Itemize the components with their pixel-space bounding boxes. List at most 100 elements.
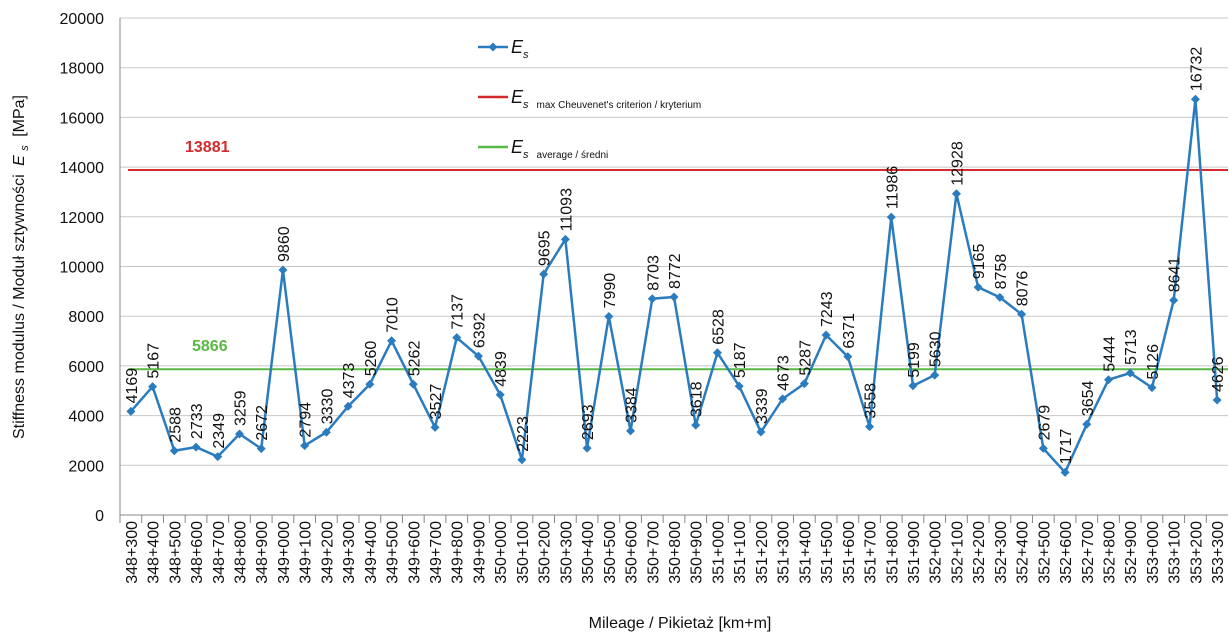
y-tick-label: 10000 bbox=[60, 260, 105, 277]
x-tick-label: 349+200 bbox=[319, 521, 336, 584]
y-tick-label: 20000 bbox=[60, 11, 105, 28]
data-point bbox=[712, 348, 722, 358]
data-point bbox=[1147, 383, 1157, 393]
x-tick-label: 352+700 bbox=[1080, 521, 1097, 584]
data-point bbox=[126, 406, 136, 416]
data-point bbox=[1125, 368, 1135, 378]
data-label: 3527 bbox=[428, 384, 445, 420]
x-tick-label: 349+100 bbox=[298, 521, 315, 584]
data-point bbox=[213, 452, 223, 462]
data-point bbox=[452, 333, 462, 343]
x-tick-label: 351+100 bbox=[732, 521, 749, 584]
data-label: 3384 bbox=[624, 387, 641, 423]
data-point bbox=[1038, 443, 1048, 453]
x-tick-label: 352+500 bbox=[1036, 521, 1053, 584]
y-tick-label: 6000 bbox=[68, 359, 104, 376]
data-point bbox=[234, 429, 244, 439]
x-tick-label: 352+200 bbox=[971, 521, 988, 584]
data-label: 6528 bbox=[710, 309, 727, 345]
data-label: 3259 bbox=[232, 390, 249, 426]
legend-label: Es average / średni bbox=[511, 137, 608, 161]
data-point bbox=[930, 370, 940, 380]
data-point bbox=[256, 444, 266, 454]
x-tick-label: 350+400 bbox=[580, 521, 597, 584]
x-tick-label: 350+700 bbox=[645, 521, 662, 584]
x-tick-label: 352+800 bbox=[1102, 521, 1119, 584]
data-label: 7243 bbox=[819, 291, 836, 327]
data-label: 16732 bbox=[1188, 47, 1205, 92]
data-point bbox=[169, 446, 179, 456]
data-label: 7137 bbox=[450, 294, 467, 330]
x-tick-label: 350+600 bbox=[624, 521, 641, 584]
x-tick-label: 349+600 bbox=[406, 521, 423, 584]
data-point bbox=[1104, 375, 1114, 385]
data-label: 8076 bbox=[1015, 271, 1032, 307]
y-tick-label: 4000 bbox=[68, 409, 104, 426]
data-point bbox=[1169, 295, 1179, 305]
data-label: 9695 bbox=[537, 230, 554, 266]
x-tick-label: 350+500 bbox=[602, 521, 619, 584]
x-tick-label: 349+800 bbox=[450, 521, 467, 584]
data-label: 8772 bbox=[667, 253, 684, 289]
data-point bbox=[1190, 94, 1200, 104]
data-label: 4839 bbox=[493, 351, 510, 387]
data-point bbox=[865, 422, 875, 432]
data-label: 5630 bbox=[928, 331, 945, 367]
y-tick-label: 16000 bbox=[60, 110, 105, 127]
legend-label: Es max Cheuvenet's criterion / kryterium bbox=[511, 87, 701, 111]
data-label: 4169 bbox=[124, 368, 141, 404]
data-label: 8641 bbox=[1167, 257, 1184, 293]
data-point bbox=[778, 394, 788, 404]
x-tick-label: 350+800 bbox=[667, 521, 684, 584]
data-label: 8703 bbox=[645, 255, 662, 291]
data-label: 2733 bbox=[189, 403, 206, 439]
data-point bbox=[365, 379, 375, 389]
legend-sub: s bbox=[523, 99, 529, 111]
y-tick-label: 8000 bbox=[68, 309, 104, 326]
x-tick-label: 348+800 bbox=[232, 521, 249, 584]
data-point bbox=[387, 336, 397, 346]
x-tick-label: 352+100 bbox=[949, 521, 966, 584]
data-label: 2223 bbox=[515, 416, 532, 452]
legend-sub: s bbox=[523, 49, 529, 61]
data-label: 2794 bbox=[298, 402, 315, 438]
data-point bbox=[148, 382, 158, 392]
y-tick-label: 14000 bbox=[60, 160, 105, 177]
data-point bbox=[908, 381, 918, 391]
x-tick-label: 351+200 bbox=[754, 521, 771, 584]
data-point bbox=[973, 282, 983, 292]
data-point bbox=[560, 234, 570, 244]
x-tick-label: 351+300 bbox=[776, 521, 793, 584]
x-tick-label: 352+000 bbox=[928, 521, 945, 584]
y-axis-label-symbol: E bbox=[11, 155, 28, 166]
x-tick-label: 348+400 bbox=[146, 521, 163, 584]
data-point bbox=[734, 381, 744, 391]
x-tick-label: 352+600 bbox=[1058, 521, 1075, 584]
data-point bbox=[1060, 467, 1070, 477]
x-tick-label: 350+000 bbox=[493, 521, 510, 584]
y-tick-label: 2000 bbox=[68, 458, 104, 475]
legend-sub: s bbox=[523, 149, 529, 161]
data-label: 11986 bbox=[884, 166, 901, 209]
x-tick-label: 352+900 bbox=[1123, 521, 1140, 584]
x-tick-label: 353+100 bbox=[1167, 521, 1184, 584]
x-axis-label: Mileage / Pikietaż [km+m] bbox=[589, 615, 772, 632]
data-point bbox=[1082, 419, 1092, 429]
x-tick-label: 350+200 bbox=[537, 521, 554, 584]
data-point bbox=[604, 311, 614, 321]
data-point bbox=[886, 212, 896, 222]
y-axis-label-sub: s bbox=[19, 145, 31, 151]
data-label: 2672 bbox=[254, 405, 271, 441]
data-label: 5262 bbox=[406, 341, 423, 377]
data-label: 4626 bbox=[1210, 356, 1227, 392]
data-label: 4673 bbox=[776, 355, 793, 391]
x-tick-label: 350+300 bbox=[558, 521, 575, 584]
data-point bbox=[799, 379, 809, 389]
x-tick-label: 348+600 bbox=[189, 521, 206, 584]
data-label: 2588 bbox=[167, 407, 184, 443]
data-label: 3654 bbox=[1080, 381, 1097, 417]
legend-symbol: E bbox=[511, 137, 524, 157]
data-point bbox=[408, 379, 418, 389]
data-point bbox=[343, 401, 353, 411]
data-point bbox=[191, 442, 201, 452]
